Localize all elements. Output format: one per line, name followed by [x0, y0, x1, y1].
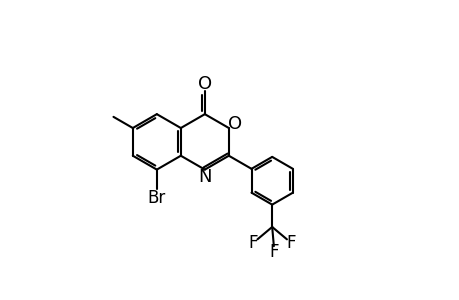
Text: O: O [197, 75, 212, 93]
Text: Br: Br [147, 189, 166, 207]
Text: F: F [286, 234, 296, 252]
Text: N: N [198, 168, 211, 186]
Text: O: O [228, 115, 242, 133]
Text: F: F [248, 234, 257, 252]
Text: F: F [269, 243, 279, 261]
